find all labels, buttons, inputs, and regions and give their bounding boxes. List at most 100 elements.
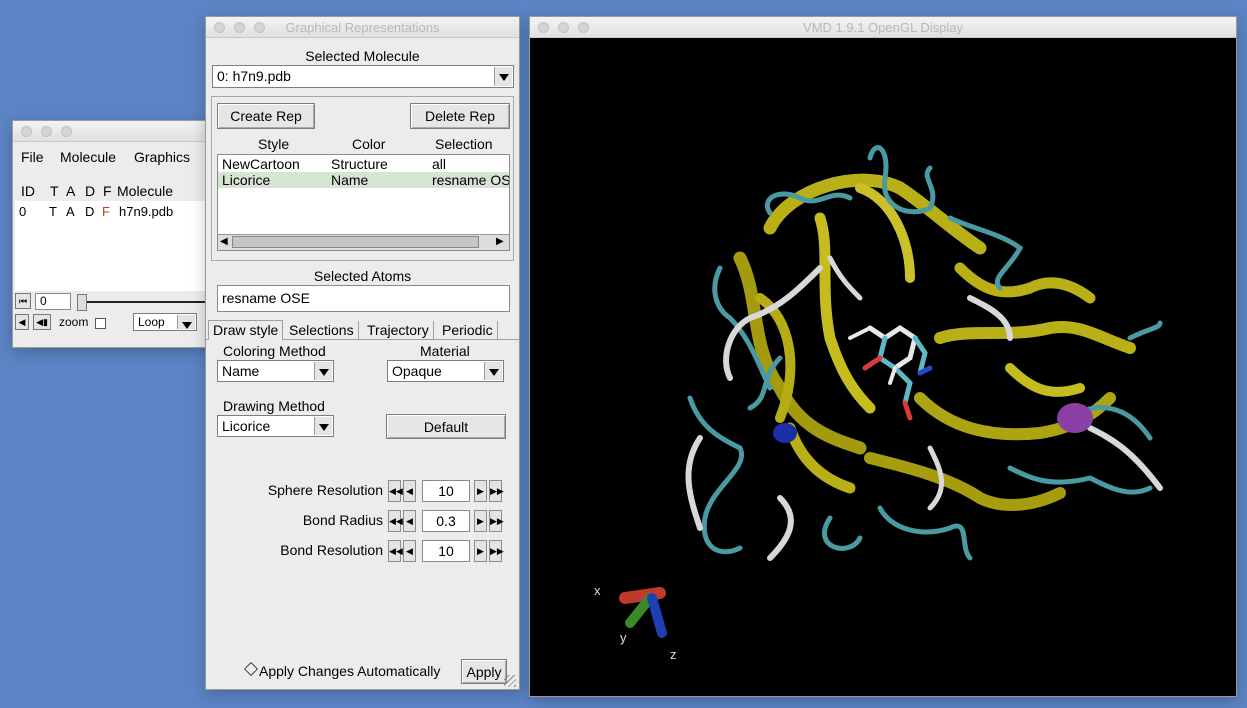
molecule-list-header: ID T A D F Molecule — [13, 183, 213, 201]
menu-graphics[interactable]: Graphics — [134, 149, 191, 165]
row-t[interactable]: T — [49, 204, 57, 219]
first-frame-button[interactable]: ⏮ — [15, 293, 31, 309]
zoom-label: zoom — [59, 315, 89, 329]
default-button[interactable]: Default — [386, 414, 506, 439]
step-down-icon[interactable]: ◀ — [403, 510, 416, 532]
header-a: A — [66, 183, 76, 199]
axis-z-label: z — [670, 647, 677, 662]
drawing-method-label: Drawing Method — [223, 398, 325, 414]
play-back-button[interactable]: ◀▮ — [33, 314, 51, 330]
create-rep-button[interactable]: Create Rep — [217, 103, 315, 129]
menu-molecule[interactable]: Molecule — [60, 149, 117, 165]
delete-rep-button[interactable]: Delete Rep — [410, 103, 510, 129]
selected-atoms-input[interactable]: resname OSE — [217, 285, 510, 312]
frame-input[interactable]: 0 — [35, 293, 71, 310]
coloring-method-dropdown[interactable]: Name — [217, 360, 334, 382]
param-row-bond-resolution: Bond Resolution ◀◀ ◀ 10 ▶ ▶▶ — [206, 539, 519, 563]
material-dropdown[interactable]: Opaque — [387, 360, 504, 382]
step-down-icon[interactable]: ◀ — [403, 480, 416, 502]
header-d: D — [85, 183, 96, 199]
opengl-display-window: VMD 1.9.1 OpenGL Display — [530, 17, 1236, 696]
param-value[interactable]: 10 — [422, 540, 470, 562]
zoom-button[interactable] — [61, 126, 72, 137]
step-up-icon[interactable]: ▶ — [474, 510, 487, 532]
drawing-method-value: Licorice — [222, 418, 271, 434]
window-title: VMD 1.9.1 OpenGL Display — [803, 20, 963, 35]
step-big-down-icon[interactable]: ◀◀ — [388, 480, 403, 502]
protein-cartoon — [685, 145, 1163, 561]
step-big-up-icon[interactable]: ▶▶ — [489, 540, 504, 562]
scroll-right-icon[interactable]: ▶ — [496, 236, 504, 247]
display-titlebar[interactable]: VMD 1.9.1 OpenGL Display — [530, 17, 1236, 38]
table-row[interactable]: NewCartoon Structure all — [218, 156, 509, 172]
step-big-down-icon[interactable]: ◀◀ — [388, 510, 403, 532]
apply-auto-radio-icon[interactable] — [243, 661, 259, 677]
vmd-main-window: File Molecule Graphics ID T A D F Molecu… — [13, 121, 213, 347]
step-down-icon[interactable]: ◀ — [403, 540, 416, 562]
close-button[interactable] — [538, 22, 549, 33]
step-up-icon[interactable]: ▶ — [474, 480, 487, 502]
tab-selections[interactable]: Selections — [285, 321, 359, 340]
minimize-button[interactable] — [234, 22, 245, 33]
molecule-list[interactable]: 0 T A D F h7n9.pdb — [15, 201, 213, 291]
frame-slider-handle[interactable] — [77, 294, 87, 311]
rep-list-scrollbar[interactable]: ◀ ▶ — [218, 234, 509, 250]
tab-draw-style[interactable]: Draw style — [208, 320, 284, 340]
molecule-viewport[interactable]: x y z — [530, 38, 1236, 696]
selected-molecule-value: 0: h7n9.pdb — [217, 68, 291, 84]
minimize-button[interactable] — [558, 22, 569, 33]
drawing-method-dropdown[interactable]: Licorice — [217, 415, 334, 437]
param-value[interactable]: 10 — [422, 480, 470, 502]
frame-slider[interactable] — [87, 301, 213, 303]
zoom-button[interactable] — [578, 22, 589, 33]
header-id: ID — [21, 183, 35, 199]
row-molecule[interactable]: h7n9.pdb — [119, 204, 174, 219]
graphrep-titlebar[interactable]: Graphical Representations — [206, 17, 519, 38]
zoom-button[interactable] — [254, 22, 265, 33]
axes-indicator: x y z — [594, 583, 677, 662]
coloring-method-label: Coloring Method — [223, 343, 326, 359]
material-label: Material — [420, 343, 470, 359]
param-label: Bond Radius — [302, 512, 383, 528]
param-value[interactable]: 0.3 — [422, 510, 470, 532]
rep-list[interactable]: NewCartoon Structure all Licorice Name r… — [217, 154, 510, 251]
chevron-down-icon — [484, 362, 502, 380]
close-button[interactable] — [21, 126, 32, 137]
table-row[interactable]: 0 T A D F h7n9.pdb — [15, 204, 213, 220]
scroll-left-icon[interactable]: ◀ — [220, 236, 228, 247]
param-row-sphere-resolution: Sphere Resolution ◀◀ ◀ 10 ▶ ▶▶ — [206, 479, 519, 503]
row-d[interactable]: D — [85, 204, 95, 219]
row-a[interactable]: A — [66, 204, 75, 219]
chevron-down-icon — [314, 362, 332, 380]
resize-grip-icon[interactable] — [504, 675, 516, 687]
table-row-selected[interactable]: Licorice Name resname OS — [218, 172, 509, 188]
apply-auto-label[interactable]: Apply Changes Automatically — [259, 663, 441, 679]
axis-x-label: x — [594, 583, 601, 598]
main-titlebar[interactable] — [13, 121, 213, 142]
window-title: Graphical Representations — [285, 20, 440, 35]
close-button[interactable] — [214, 22, 225, 33]
rep-style: Licorice — [222, 172, 271, 188]
step-big-up-icon[interactable]: ▶▶ — [489, 480, 504, 502]
tab-bar-line — [206, 339, 519, 340]
menu-file[interactable]: File — [21, 149, 44, 165]
loop-dropdown[interactable]: Loop — [133, 313, 197, 331]
scroll-thumb[interactable] — [232, 236, 479, 248]
apply-button[interactable]: Apply — [461, 659, 507, 684]
minimize-button[interactable] — [41, 126, 52, 137]
step-big-down-icon[interactable]: ◀◀ — [388, 540, 403, 562]
zoom-checkbox[interactable] — [95, 318, 106, 329]
rep-selection: all — [432, 156, 447, 172]
param-label: Sphere Resolution — [267, 482, 383, 498]
chevron-down-icon — [314, 417, 332, 435]
rep-header-style: Style — [258, 136, 290, 152]
step-up-icon[interactable]: ▶ — [474, 540, 487, 562]
step-back-button[interactable]: ◀ — [15, 314, 29, 330]
param-row-bond-radius: Bond Radius ◀◀ ◀ 0.3 ▶ ▶▶ — [206, 509, 519, 533]
tab-trajectory[interactable]: Trajectory — [363, 321, 434, 340]
header-f: F — [103, 183, 112, 199]
selected-molecule-dropdown[interactable]: 0: h7n9.pdb — [212, 65, 514, 88]
step-big-up-icon[interactable]: ▶▶ — [489, 510, 504, 532]
tab-periodic[interactable]: Periodic — [438, 321, 498, 340]
row-f[interactable]: F — [102, 204, 110, 219]
